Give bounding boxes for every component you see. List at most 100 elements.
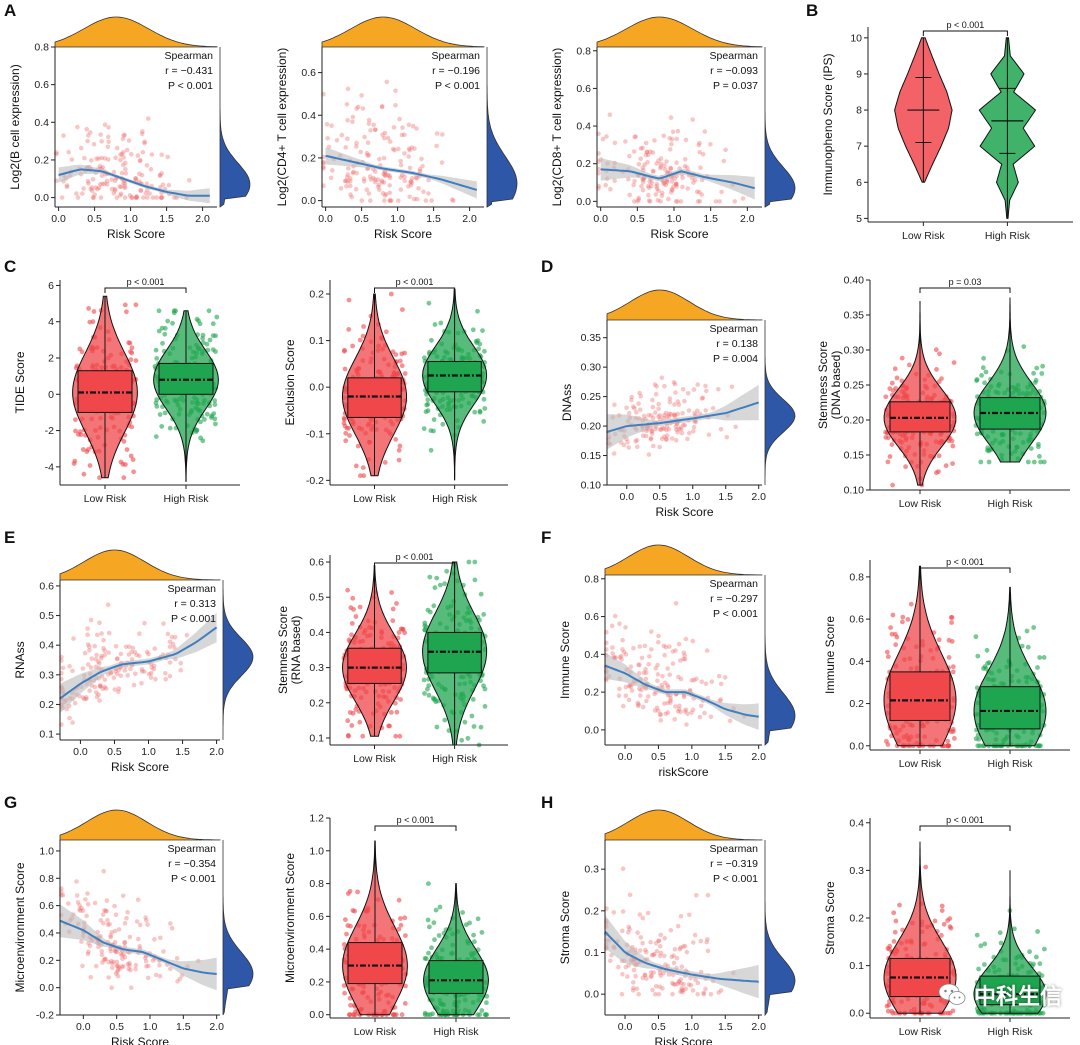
data-point — [168, 921, 173, 926]
data-point — [426, 191, 431, 196]
confidence-band — [605, 915, 759, 999]
data-point — [692, 932, 698, 938]
data-point — [345, 587, 350, 593]
data-point — [394, 709, 400, 715]
data-point — [472, 939, 477, 945]
data-point — [127, 960, 132, 966]
spearman-annotation: P < 0.001 — [171, 613, 216, 625]
data-point — [380, 132, 385, 137]
data-point — [96, 692, 101, 697]
y-tick-label: 0.10 — [844, 485, 865, 497]
data-point — [403, 933, 408, 938]
data-point — [656, 188, 661, 194]
y-tick-label: 6 — [48, 280, 54, 292]
data-point — [81, 186, 86, 191]
data-point — [883, 435, 889, 440]
data-point — [658, 427, 664, 433]
data-point — [939, 908, 945, 913]
spearman-annotation: Spearman — [168, 583, 217, 595]
data-point — [118, 157, 123, 163]
panel-letter-c: C — [4, 257, 16, 276]
data-point — [172, 645, 177, 650]
data-point — [142, 140, 147, 146]
y-tick-label: 0.6 — [39, 580, 54, 592]
data-point — [140, 669, 145, 674]
data-point — [674, 181, 679, 187]
data-point — [82, 155, 87, 161]
data-point — [644, 149, 650, 155]
data-point — [398, 697, 403, 702]
data-point — [705, 937, 710, 942]
data-point — [669, 436, 675, 441]
data-point — [692, 411, 697, 416]
data-point — [390, 618, 396, 624]
data-point — [75, 900, 81, 905]
data-point — [648, 149, 653, 154]
significance-bracket — [374, 825, 457, 831]
data-point — [342, 423, 348, 429]
data-point — [426, 950, 431, 956]
y-tick-label: 0.6 — [576, 83, 591, 95]
data-point — [686, 408, 692, 413]
y-tick-label: 0.1 — [849, 960, 864, 972]
data-point — [660, 425, 665, 431]
data-point — [608, 187, 613, 192]
data-point — [889, 631, 895, 637]
data-point — [346, 297, 352, 303]
data-point — [214, 314, 220, 320]
data-point — [635, 700, 641, 706]
data-point — [462, 719, 468, 725]
data-point — [428, 447, 434, 453]
data-point — [146, 116, 151, 121]
data-point — [657, 712, 663, 718]
data-point — [659, 436, 665, 442]
data-point — [123, 166, 128, 172]
data-point — [633, 134, 639, 139]
data-point — [362, 134, 367, 140]
data-point — [997, 930, 1003, 936]
y-axis-title: RNAss — [13, 641, 27, 678]
data-point — [87, 648, 92, 653]
data-point — [665, 710, 671, 715]
data-point — [409, 176, 415, 181]
data-point — [131, 682, 137, 688]
data-point — [106, 650, 111, 655]
data-point — [357, 337, 363, 343]
data-point — [350, 119, 355, 125]
data-point — [950, 461, 955, 466]
x-tick-label: 0.0 — [73, 746, 88, 758]
data-point — [212, 402, 218, 407]
data-point — [704, 648, 710, 653]
data-point — [703, 986, 708, 992]
y-tick-label: 0.1 — [39, 729, 54, 741]
data-point — [685, 186, 690, 191]
data-point — [889, 442, 895, 447]
data-point — [644, 976, 649, 981]
data-point — [360, 733, 366, 739]
data-point — [631, 985, 636, 991]
data-point — [161, 949, 166, 954]
data-point — [649, 629, 654, 634]
x-category-label: Low Risk — [84, 493, 127, 505]
data-point — [389, 198, 394, 203]
data-point — [682, 398, 687, 404]
data-point — [681, 422, 686, 428]
data-point — [371, 175, 376, 181]
data-point — [387, 139, 393, 144]
data-point — [885, 654, 891, 660]
data-point — [85, 626, 90, 631]
y-axis-title: Stemness Score(RNA based) — [276, 606, 303, 694]
data-point — [113, 155, 118, 161]
y-tick-label: 0.4 — [309, 944, 324, 956]
data-point — [85, 951, 91, 957]
data-point — [654, 161, 659, 166]
data-point — [664, 436, 669, 442]
data-point — [649, 647, 654, 652]
data-point — [121, 155, 126, 160]
data-point — [406, 146, 412, 152]
data-point — [950, 669, 956, 675]
data-point — [95, 632, 100, 638]
data-point — [365, 140, 371, 145]
right-density-curve — [764, 840, 796, 1017]
